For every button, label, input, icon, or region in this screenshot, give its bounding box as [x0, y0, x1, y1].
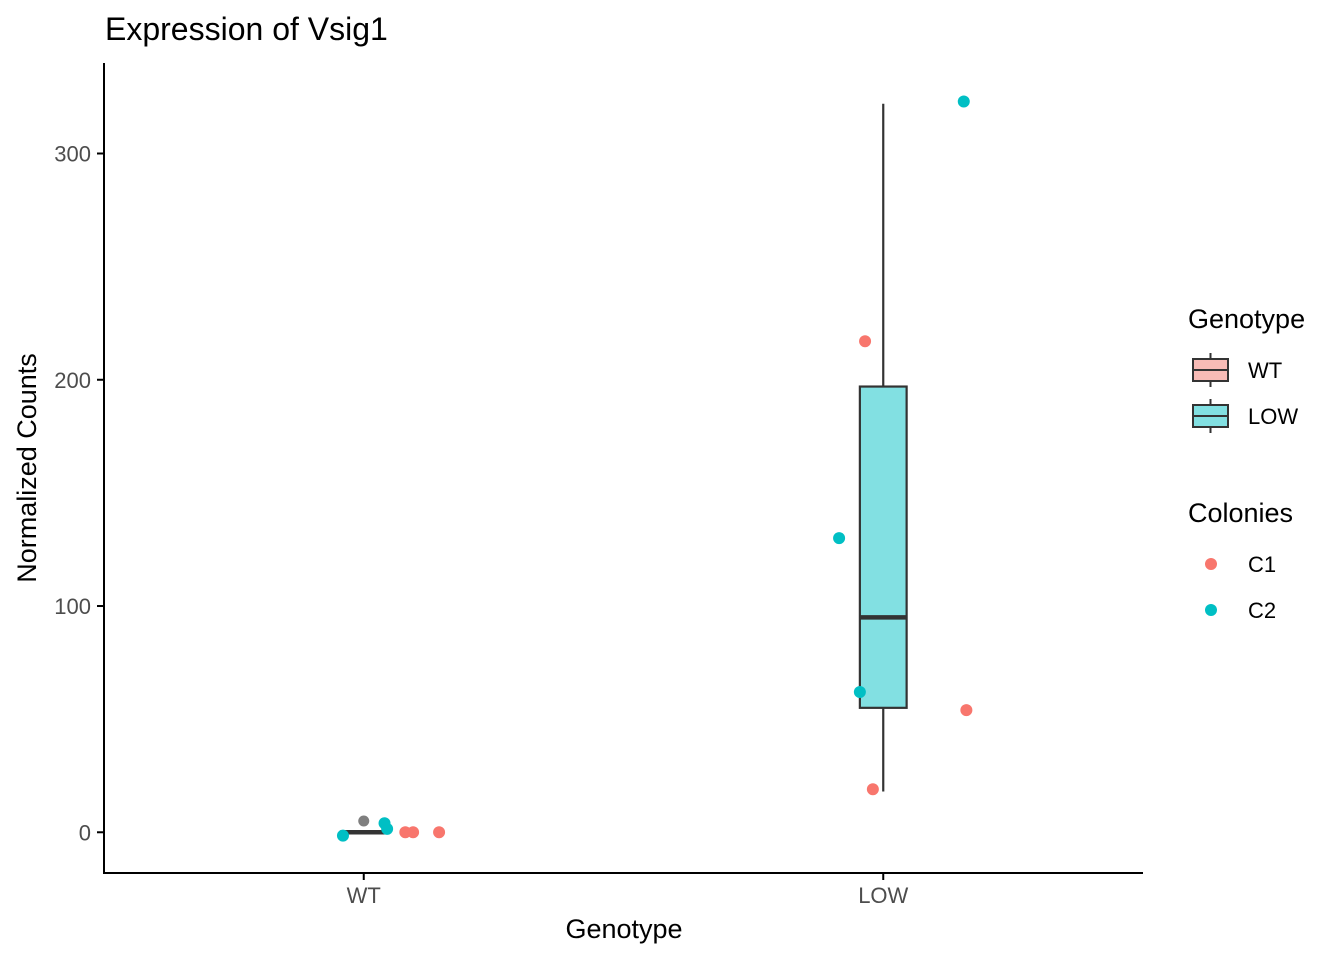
data-point-c2	[957, 95, 970, 108]
legend-genotype: Genotype WT LOW	[1188, 304, 1305, 433]
legend-label: WT	[1248, 358, 1282, 383]
x-tick-label: WT	[347, 883, 381, 908]
data-point-c1	[960, 704, 973, 717]
data-point-c1	[433, 826, 446, 839]
x-axis-ticks: WT LOW	[347, 873, 909, 908]
data-point-c2	[853, 685, 866, 698]
data-point-c1	[407, 826, 420, 839]
y-axis-ticks: 0 100 200 300	[54, 142, 104, 845]
data-point-c2	[336, 829, 349, 842]
y-tick-label: 100	[54, 594, 91, 619]
legend-key-point	[1205, 604, 1217, 616]
x-axis-title: Genotype	[565, 914, 682, 944]
boxplot-layer	[339, 103, 908, 835]
legend-label: C2	[1248, 598, 1276, 623]
data-point-c1	[866, 783, 879, 796]
legend-label: C1	[1248, 552, 1276, 577]
y-axis-title: Normalized Counts	[12, 353, 42, 583]
data-point-c1	[859, 335, 872, 348]
chart-title: Expression of Vsig1	[105, 11, 388, 47]
legend-colonies: Colonies C1 C2	[1188, 498, 1293, 623]
outlier-point	[358, 815, 370, 827]
box-low	[858, 385, 908, 709]
y-tick-label: 200	[54, 368, 91, 393]
y-tick-label: 0	[79, 820, 91, 845]
x-tick-label: LOW	[858, 883, 908, 908]
legend-genotype-title: Genotype	[1188, 304, 1305, 334]
legend-label: LOW	[1248, 404, 1298, 429]
legend-key-point	[1205, 558, 1217, 570]
legend-colonies-title: Colonies	[1188, 498, 1293, 528]
y-tick-label: 300	[54, 142, 91, 167]
points-layer	[336, 95, 973, 842]
data-point-c2	[833, 532, 846, 545]
data-point-c2	[381, 822, 394, 835]
